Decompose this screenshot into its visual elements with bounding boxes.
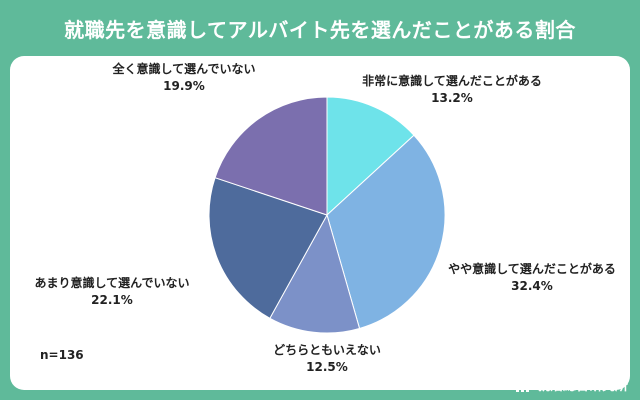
slice-label: どちらともいえない <box>273 343 381 357</box>
slice-value-label: 32.4% <box>511 279 553 293</box>
slice-value-label: 22.1% <box>91 293 133 307</box>
slice-label: あまり意識して選んでいない <box>34 275 189 290</box>
slice-label: 非常に意識して選んだことがある <box>362 73 542 88</box>
slice-value-label: 19.9% <box>163 79 205 93</box>
pie-slice <box>326 134 446 330</box>
chart-title: 就職先を意識してアルバイト先を選んだことがある割合 <box>64 17 576 42</box>
slice-label: 全く意識して選んでいない <box>111 61 255 76</box>
pie-slice <box>269 213 361 334</box>
brand-footer: 就活総合研究所 <box>515 375 628 394</box>
bar-chart-icon <box>515 376 532 392</box>
slice-value-label: 13.2% <box>431 91 473 105</box>
sample-size-note: n=136 <box>40 348 84 362</box>
pie-slice <box>214 96 328 216</box>
pie-slice <box>326 96 415 217</box>
slice-value-label: 12.5% <box>306 360 348 374</box>
slice-label: やや意識して選んだことがある <box>448 261 616 276</box>
brand-name: 就活総合研究所 <box>536 379 628 394</box>
pie-slice <box>208 177 328 319</box>
